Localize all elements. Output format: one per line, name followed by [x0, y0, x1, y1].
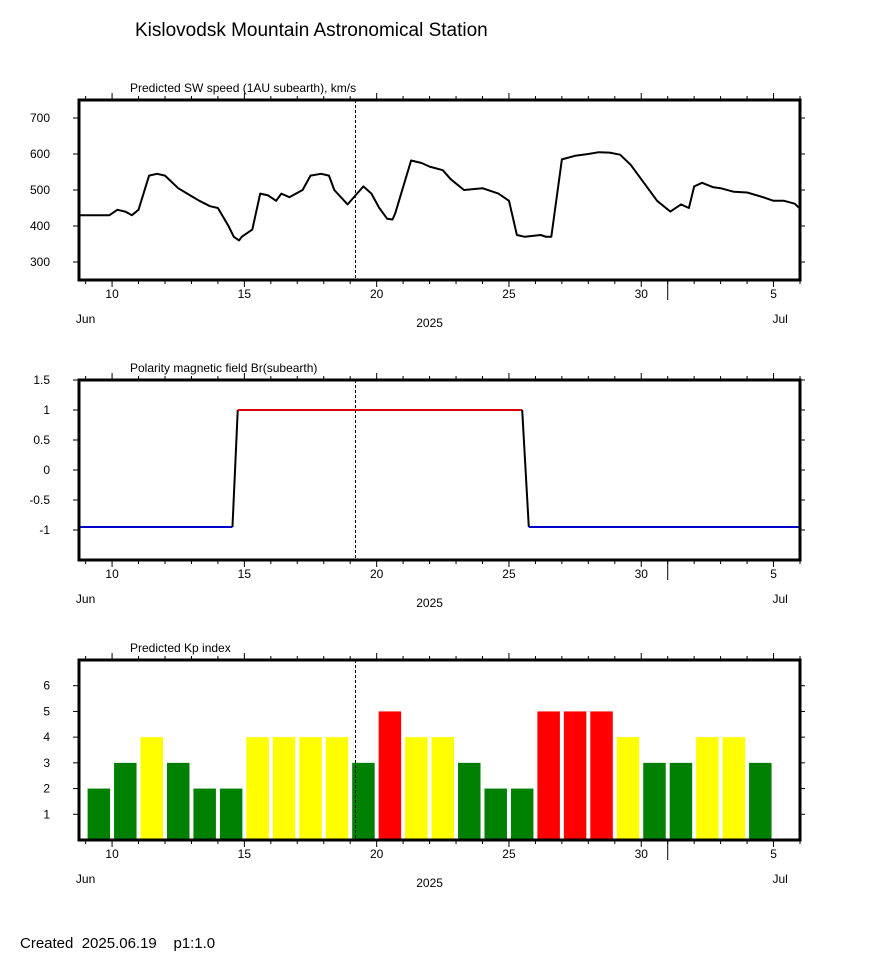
polarity-panel: Polarity magnetic field Br(subearth) -1 -0…: [29, 361, 805, 610]
kp-bar: [537, 711, 560, 840]
panel-title: Polarity magnetic field Br(subearth): [130, 361, 317, 375]
kp-bar: [669, 762, 693, 840]
plot-frame: [77, 98, 802, 282]
plot-frame: [77, 658, 802, 842]
x-tick-label: 30: [635, 567, 649, 581]
kp-bar: [722, 737, 746, 840]
kp-bar: [696, 737, 719, 840]
kp-bar: [378, 711, 402, 840]
y-tick-label: -1: [39, 523, 50, 537]
kp-bar: [193, 788, 216, 840]
kp-bar: [616, 737, 640, 840]
kp-bar: [140, 737, 164, 840]
y-tick-label: 3: [43, 756, 50, 770]
y-tick-label: 300: [30, 255, 50, 269]
kp-bar: [484, 788, 507, 840]
x-tick-label: 10: [105, 287, 119, 301]
x-tick-label: 30: [635, 287, 649, 301]
x-tick-label: 25: [502, 847, 516, 861]
y-tick-label: 6: [43, 679, 50, 693]
kp-bar: [352, 762, 375, 840]
x-year-label: 2025: [416, 316, 443, 330]
x-month-label: Jul: [772, 592, 787, 606]
y-tick-label: 0: [43, 463, 50, 477]
panel-title: Predicted SW speed (1AU subearth), km/s: [130, 81, 356, 95]
kp-bar: [246, 737, 269, 840]
y-tick-label: 5: [43, 704, 50, 718]
x-month-label: Jun: [76, 592, 95, 606]
created-footer: Created 2025.06.19 p1:1.0: [20, 935, 216, 952]
kp-bar: [458, 762, 481, 840]
polarity-segment: [521, 409, 530, 528]
y-tick-label: 1: [43, 807, 50, 821]
kp-bar: [166, 762, 190, 840]
kp-bar: [87, 788, 111, 840]
x-tick-label: 15: [238, 847, 252, 861]
x-year-label: 2025: [416, 876, 443, 890]
kp-bar: [643, 762, 666, 840]
kp-bar: [590, 711, 613, 840]
polarity-segment: [231, 409, 239, 528]
plot-frame: [77, 378, 802, 562]
x-tick-label: 5: [770, 847, 777, 861]
kp-bar: [563, 711, 587, 840]
y-tick-label: 4: [43, 730, 50, 744]
y-tick-label: 700: [30, 111, 50, 125]
y-tick-label: 600: [30, 147, 50, 161]
x-month-label: Jun: [76, 312, 95, 326]
y-tick-label: 1: [43, 403, 50, 417]
x-tick-label: 20: [370, 287, 384, 301]
x-tick-label: 30: [635, 847, 649, 861]
kp-bar: [431, 737, 455, 840]
y-tick-label: 2: [43, 782, 50, 796]
x-tick-label: 25: [502, 287, 516, 301]
x-tick-label: 15: [238, 287, 252, 301]
y-tick-label: 400: [30, 219, 50, 233]
kp-bar: [114, 762, 137, 840]
kp-bar: [299, 737, 322, 840]
x-tick-label: 5: [770, 287, 777, 301]
kp-bar: [749, 762, 772, 840]
x-tick-label: 5: [770, 567, 777, 581]
x-month-label: Jun: [76, 872, 95, 886]
x-tick-label: 20: [370, 847, 384, 861]
page-title: Kislovodsk Mountain Astronomical Station: [135, 20, 488, 41]
sw-speed-line: [79, 151, 801, 242]
x-tick-label: 10: [105, 567, 119, 581]
kp-bar: [405, 737, 428, 840]
y-tick-label: -0.5: [29, 493, 50, 507]
x-month-label: Jul: [772, 312, 787, 326]
x-month-label: Jul: [772, 872, 787, 886]
y-tick-label: 1.5: [33, 373, 50, 387]
sw-speed-panel: Predicted SW speed (1AU subearth), km/s 3…: [30, 81, 805, 330]
kp-bar: [510, 788, 534, 840]
y-tick-label: 500: [30, 183, 50, 197]
kp-bar: [272, 737, 296, 840]
x-tick-label: 20: [370, 567, 384, 581]
x-tick-label: 10: [105, 847, 119, 861]
y-tick-label: 0.5: [33, 433, 50, 447]
x-tick-label: 25: [502, 567, 516, 581]
panel-title: Predicted Kp index: [130, 641, 231, 655]
kp-bar: [325, 737, 349, 840]
kp-bar: [219, 788, 243, 840]
x-tick-label: 15: [238, 567, 252, 581]
x-year-label: 2025: [416, 596, 443, 610]
